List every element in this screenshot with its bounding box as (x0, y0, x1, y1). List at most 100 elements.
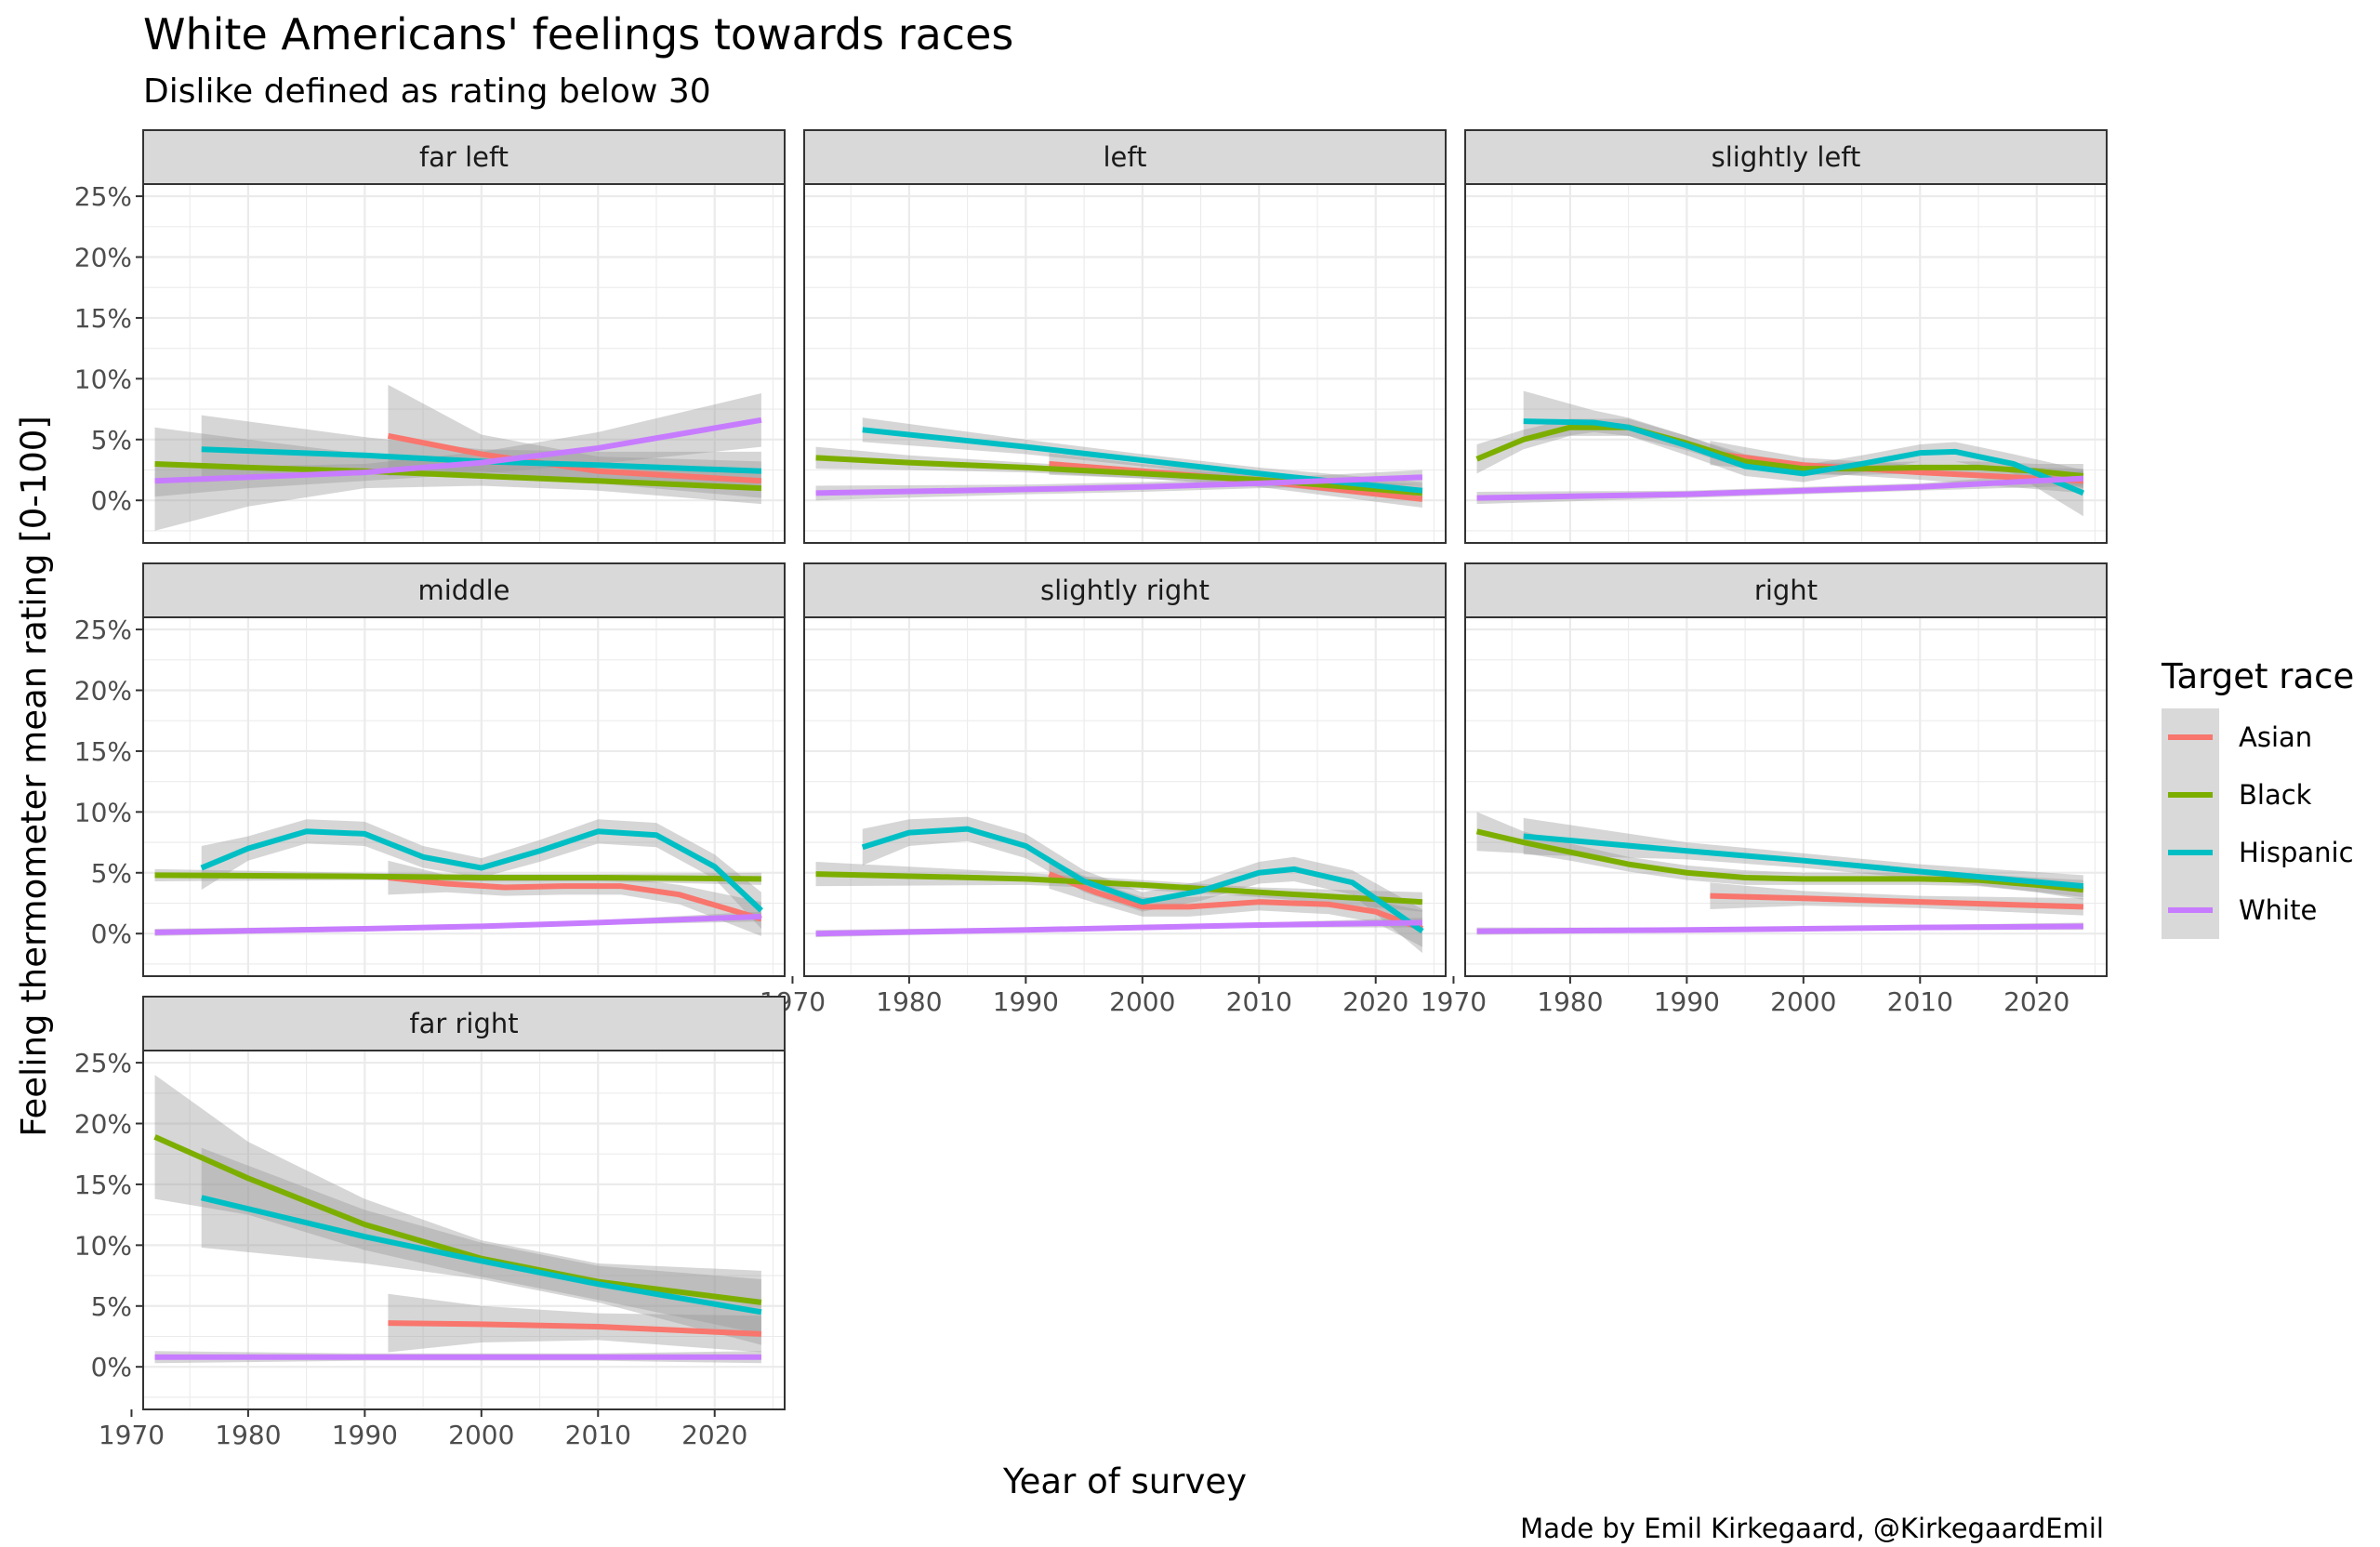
panel-far-left: far left 0% 5% 10% 15% 20% 25% (74, 129, 786, 544)
strip-left (803, 129, 1447, 185)
series-line-white (815, 919, 1422, 937)
series-line-black (1475, 424, 2084, 480)
legend-label: Hispanic (2239, 837, 2354, 868)
x-tick-label: 2000 (1770, 986, 1836, 1017)
legend-title: Target race (2161, 656, 2354, 696)
series-line-hispanic (1523, 833, 2084, 890)
y-tick-label: 10% (74, 1230, 132, 1261)
strip-label-right: right (1754, 575, 1818, 606)
strip-label-left: left (1104, 141, 1147, 173)
gridlines-slightly-left (1465, 184, 2107, 543)
strip-label-slightly-left: slightly left (1712, 141, 1861, 173)
ribbon-hispanic (201, 1147, 761, 1345)
series-line-hispanic (861, 826, 1424, 934)
panel-background-slightly-right (804, 617, 1446, 976)
series-line-white (154, 913, 762, 935)
x-tick-label: 1970 (99, 1420, 165, 1450)
strip-label-far-right: far right (409, 1008, 518, 1039)
x-tick-label: 2020 (1342, 986, 1408, 1017)
x-tick-label: 1980 (215, 1420, 281, 1450)
y-tick-label: 5% (91, 858, 132, 889)
ribbon-black (815, 862, 1422, 912)
series-line-white (815, 474, 1423, 496)
y-tick-label: 10% (74, 364, 132, 394)
strip-label-middle: middle (417, 575, 509, 606)
panel-border-slightly-left (1464, 183, 2108, 544)
panel-middle: middle 0% 5% 10% 15% 20% 25% (74, 562, 786, 977)
panel-background-right (1465, 617, 2107, 976)
lines-right (1475, 828, 2084, 934)
ribbon-hispanic (201, 819, 761, 929)
series-line-white (1476, 475, 2084, 501)
series-line-black (153, 1134, 762, 1305)
x-tick-label: 2010 (1226, 986, 1292, 1017)
chart-title: White Americans' feelings towards races (143, 9, 1013, 60)
panel-left: left (803, 129, 1447, 544)
series-line-hispanic (200, 828, 763, 913)
panel-border-far-left (142, 183, 786, 544)
y-tick-label: 15% (74, 303, 132, 334)
x-tick-label: 1990 (1654, 986, 1720, 1017)
series-line-asian (1048, 871, 1423, 932)
lines-slightly-left (1475, 418, 2085, 501)
series-line-black (1475, 828, 2084, 893)
series-line-asian (388, 875, 762, 922)
strip-middle (142, 562, 786, 618)
lines-left (815, 427, 1423, 502)
legend-label: Asian (2239, 721, 2312, 753)
strip-label-far-left: far left (419, 141, 509, 173)
gridlines-far-right (143, 1051, 785, 1409)
legend-label: Black (2239, 779, 2312, 811)
x-tick-label: 2010 (565, 1420, 631, 1450)
panel-border-right (1464, 616, 2108, 977)
lines-far-right (153, 1134, 762, 1360)
panel-far-right: far right 0% 5% 10% 15% 20% 25% 1970 1980 1990 200… (74, 996, 786, 1450)
series-line-asian (388, 1320, 762, 1337)
x-tick-label: 1990 (993, 986, 1059, 1017)
x-tick-label: 1980 (1537, 986, 1603, 1017)
strip-far-left (142, 129, 786, 185)
strip-far-right (142, 996, 786, 1051)
x-axis-slightly-right: 1970 1980 1990 2000 2010 2020 (760, 976, 1408, 1017)
strip-label-slightly-right: slightly right (1040, 575, 1210, 606)
y-axis-far-right: 0% 5% 10% 15% 20% 25% (74, 1048, 143, 1382)
y-tick-label: 5% (91, 1291, 132, 1322)
x-tick-label: 2010 (1887, 986, 1953, 1017)
gridlines-right (1465, 617, 2107, 976)
y-tick-label: 0% (91, 1352, 132, 1382)
x-axis-title: Year of survey (1002, 1461, 1247, 1501)
series-line-black (815, 871, 1423, 906)
x-tick-label: 1990 (332, 1420, 398, 1450)
y-tick-label: 0% (91, 485, 132, 516)
y-tick-label: 20% (74, 676, 132, 707)
facet-panels: far left 0% 5% 10% 15% 20% 25% left slightly lef… (74, 129, 2108, 1450)
panel-background-middle (143, 617, 785, 976)
panel-right: right 1970 1980 1990 2000 2010 2020 (1421, 562, 2108, 1017)
legend-item-black: Black (2162, 766, 2312, 824)
panel-border-left (803, 183, 1447, 544)
legend-item-asian: Asian (2162, 708, 2312, 766)
series-line-asian (1710, 892, 2083, 910)
series-line-hispanic (1523, 418, 2085, 496)
y-axis-title: Feeling thermometer mean rating [0-100] (14, 416, 54, 1137)
ribbons-far-right (154, 1075, 761, 1364)
x-tick-label: 2000 (448, 1420, 514, 1450)
x-axis-far-right: 1970 1980 1990 2000 2010 2020 (99, 1409, 747, 1450)
gridlines-far-left (143, 184, 785, 543)
legend-item-hispanic: Hispanic (2162, 824, 2354, 881)
legend-label: White (2239, 894, 2317, 926)
ribbon-hispanic (862, 816, 1422, 954)
y-axis-middle: 0% 5% 10% 15% 20% 25% (74, 615, 143, 949)
lines-middle (154, 828, 763, 935)
y-tick-label: 15% (74, 736, 132, 767)
y-tick-label: 25% (74, 1048, 132, 1078)
series-line-white (154, 416, 762, 484)
series-line-white (1476, 923, 2083, 934)
y-tick-label: 25% (74, 181, 132, 212)
y-tick-label: 20% (74, 1109, 132, 1140)
legend: Target race Asian Black Hispanic White (2161, 656, 2354, 939)
strip-slightly-right (803, 562, 1447, 618)
gridlines-slightly-right (804, 617, 1446, 976)
